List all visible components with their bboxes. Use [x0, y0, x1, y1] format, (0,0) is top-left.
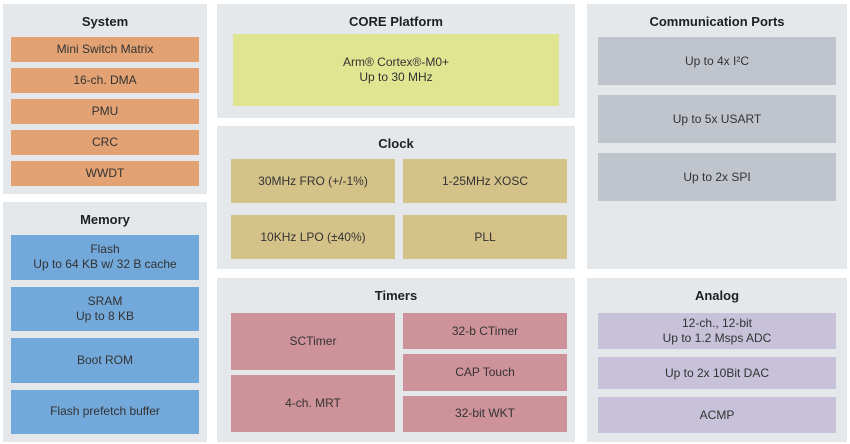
core-platform-title: CORE Platform: [349, 14, 443, 29]
timers-left-column: SCTimer 4-ch. MRT: [231, 313, 395, 432]
block-adc: 12-ch., 12-bit Up to 1.2 Msps ADC: [598, 313, 836, 349]
timers-title: Timers: [374, 288, 418, 303]
block-boot-rom: Boot ROM: [11, 338, 199, 383]
block-ctimer: 32-b CTimer: [403, 313, 567, 350]
block-dac: Up to 2x 10Bit DAC: [598, 357, 836, 389]
block-wwdt: WWDT: [11, 161, 199, 186]
communication-ports-title: Communication Ports: [649, 14, 785, 29]
block-mrt: 4-ch. MRT: [231, 375, 395, 432]
block-i2c: Up to 4x I²C: [598, 37, 836, 85]
analog-blocks: 12-ch., 12-bit Up to 1.2 Msps ADC Up to …: [595, 311, 839, 435]
comm-blocks: Up to 4x I²C Up to 5x USART Up to 2x SPI: [595, 37, 839, 201]
block-sctimer: SCTimer: [231, 313, 395, 370]
core-blocks: Arm® Cortex®-M0+ Up to 30 MHz: [225, 34, 567, 110]
block-usart: Up to 5x USART: [598, 95, 836, 143]
block-cortex-m0plus: Arm® Cortex®-M0+ Up to 30 MHz: [233, 34, 559, 106]
panel-clock: Clock 30MHz FRO (+/-1%) 1-25MHz XOSC 10K…: [217, 126, 575, 269]
block-sram: SRAM Up to 8 KB: [11, 286, 199, 331]
panel-analog: Analog 12-ch., 12-bit Up to 1.2 Msps ADC…: [587, 278, 847, 442]
block-cap-touch: CAP Touch: [403, 354, 567, 391]
block-pmu: PMU: [11, 99, 199, 124]
clock-title: Clock: [378, 136, 414, 151]
panel-communication-ports: Communication Ports Up to 4x I²C Up to 5…: [587, 4, 847, 269]
block-pll: PLL: [403, 215, 567, 259]
block-crc: CRC: [11, 130, 199, 155]
panel-core-platform: CORE Platform Arm® Cortex®-M0+ Up to 30 …: [217, 4, 575, 118]
memory-blocks: Flash Up to 64 KB w/ 32 B cache SRAM Up …: [11, 235, 199, 434]
analog-title: Analog: [694, 288, 740, 303]
panel-timers: Timers SCTimer 4-ch. MRT 32-b CTimer CAP…: [217, 278, 575, 442]
block-xosc: 1-25MHz XOSC: [403, 159, 567, 203]
block-flash-prefetch-buffer: Flash prefetch buffer: [11, 389, 199, 434]
panel-memory: Memory Flash Up to 64 KB w/ 32 B cache S…: [3, 202, 207, 442]
block-spi: Up to 2x SPI: [598, 153, 836, 201]
block-flash: Flash Up to 64 KB w/ 32 B cache: [11, 235, 199, 280]
timers-blocks: SCTimer 4-ch. MRT 32-b CTimer CAP Touch …: [225, 311, 567, 434]
system-blocks: Mini Switch Matrix 16-ch. DMA PMU CRC WW…: [11, 37, 199, 186]
block-mini-switch-matrix: Mini Switch Matrix: [11, 37, 199, 62]
clock-blocks: 30MHz FRO (+/-1%) 1-25MHz XOSC 10KHz LPO…: [225, 159, 567, 261]
system-title: System: [81, 14, 129, 29]
timers-right-column: 32-b CTimer CAP Touch 32-bit WKT: [403, 313, 567, 432]
block-fro: 30MHz FRO (+/-1%): [231, 159, 395, 203]
block-dma: 16-ch. DMA: [11, 68, 199, 93]
block-lpo: 10KHz LPO (±40%): [231, 215, 395, 259]
panel-system: System Mini Switch Matrix 16-ch. DMA PMU…: [3, 4, 207, 194]
block-wkt: 32-bit WKT: [403, 395, 567, 432]
memory-title: Memory: [80, 212, 130, 227]
block-acmp: ACMP: [598, 397, 836, 433]
